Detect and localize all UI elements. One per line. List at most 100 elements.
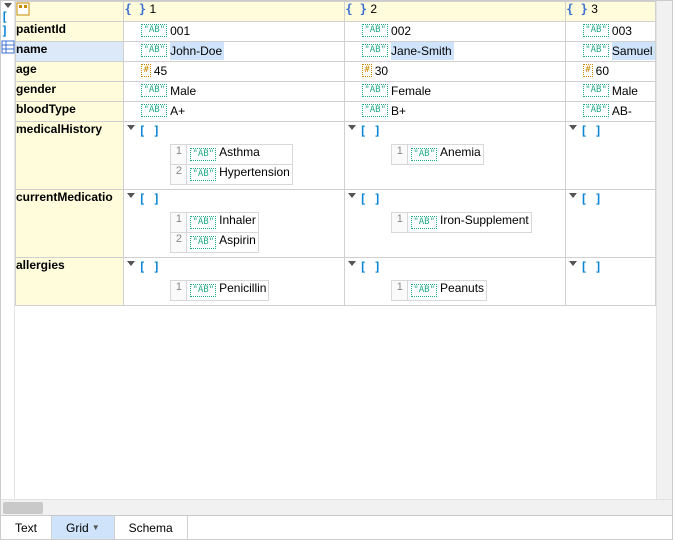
- array-item[interactable]: "AB"Asthma: [187, 145, 292, 165]
- collapse-icon[interactable]: [345, 258, 359, 266]
- array-index[interactable]: 2: [171, 165, 187, 185]
- type-string-icon: "AB": [362, 104, 388, 117]
- nested-array: 1"AB"Peanuts: [391, 280, 487, 301]
- collapse-icon[interactable]: [566, 190, 580, 198]
- cell-allergies-3[interactable]: [ ]: [566, 258, 656, 306]
- scroll-thumb[interactable]: [3, 502, 43, 514]
- cell-name-1[interactable]: "AB"John-Doe: [124, 42, 345, 62]
- value-text: Male: [170, 82, 198, 100]
- view-tabs: Text Grid ▼ Schema: [1, 515, 672, 539]
- horizontal-scrollbar[interactable]: [1, 499, 672, 515]
- property-name[interactable]: name: [16, 42, 124, 62]
- value-text: AB-: [612, 102, 634, 120]
- array-index[interactable]: 1: [171, 213, 187, 233]
- array-item[interactable]: "AB"Aspirin: [187, 233, 258, 253]
- cell-medicalHistory-2[interactable]: [ ]1"AB"Anemia: [345, 122, 566, 190]
- array-item[interactable]: "AB"Iron-Supplement: [408, 213, 531, 233]
- property-gender[interactable]: gender: [16, 82, 124, 102]
- column-header-2[interactable]: { } 2: [345, 2, 566, 22]
- value-text: 45: [154, 62, 169, 80]
- cell-gender-1[interactable]: "AB"Male: [124, 82, 345, 102]
- type-string-icon: "AB": [190, 148, 216, 161]
- property-allergies[interactable]: allergies: [16, 258, 124, 306]
- collapse-icon[interactable]: [345, 190, 359, 198]
- cell-medicalHistory-3[interactable]: [ ]: [566, 122, 656, 190]
- cell-medicalHistory-1[interactable]: [ ]1"AB"Asthma2"AB"Hypertension: [124, 122, 345, 190]
- array-item[interactable]: "AB"Hypertension: [187, 165, 292, 185]
- array-index[interactable]: 1: [171, 145, 187, 165]
- cell-allergies-2[interactable]: [ ]1"AB"Peanuts: [345, 258, 566, 306]
- cell-age-3[interactable]: #60: [566, 62, 656, 82]
- value-text: A+: [170, 102, 187, 120]
- array-index[interactable]: 1: [392, 281, 408, 301]
- array-icon: [ ]: [359, 192, 381, 206]
- dropdown-icon[interactable]: ▼: [92, 523, 100, 532]
- array-icon: [ ]: [138, 260, 160, 274]
- array-index[interactable]: 1: [171, 281, 187, 301]
- type-string-icon: "AB": [141, 24, 167, 37]
- array-index[interactable]: 2: [171, 233, 187, 253]
- type-string-icon: "AB": [362, 24, 388, 37]
- cell-currentMedications-3[interactable]: [ ]: [566, 190, 656, 258]
- array-value: Iron-Supplement: [440, 211, 531, 229]
- collapse-icon[interactable]: [124, 190, 138, 198]
- array-icon: [ ]: [138, 192, 160, 206]
- tab-schema[interactable]: Schema: [115, 516, 188, 539]
- cell-bloodType-3[interactable]: "AB"AB-: [566, 102, 656, 122]
- array-value: Hypertension: [219, 163, 292, 181]
- cell-name-3[interactable]: "AB"Samuel: [566, 42, 656, 62]
- collapse-icon[interactable]: [124, 122, 138, 130]
- cell-age-1[interactable]: #45: [124, 62, 345, 82]
- tab-text[interactable]: Text: [1, 516, 52, 539]
- collapse-icon[interactable]: [124, 258, 138, 266]
- array-index[interactable]: 1: [392, 145, 408, 165]
- collapse-icon[interactable]: [566, 258, 580, 266]
- type-number-icon: #: [362, 64, 371, 77]
- value-text: 001: [170, 22, 192, 40]
- array-item[interactable]: "AB"Peanuts: [408, 281, 487, 301]
- grid-icon[interactable]: [1, 40, 15, 54]
- cell-name-2[interactable]: "AB"Jane-Smith: [345, 42, 566, 62]
- property-patientId[interactable]: patientId: [16, 22, 124, 42]
- cell-bloodType-1[interactable]: "AB"A+: [124, 102, 345, 122]
- corner-cell[interactable]: [16, 2, 124, 22]
- vertical-scrollbar[interactable]: [656, 1, 672, 499]
- type-string-icon: "AB": [583, 84, 609, 97]
- property-currentMedications[interactable]: currentMedicatio: [16, 190, 124, 258]
- array-item[interactable]: "AB"Penicillin: [187, 281, 269, 301]
- nested-array: 1"AB"Asthma2"AB"Hypertension: [170, 144, 292, 185]
- array-item[interactable]: "AB"Anemia: [408, 145, 483, 165]
- cell-gender-2[interactable]: "AB"Female: [345, 82, 566, 102]
- cell-currentMedications-2[interactable]: [ ] 1"AB"Iron-Supplement: [345, 190, 566, 258]
- cell-age-2[interactable]: #30: [345, 62, 566, 82]
- object-braces-icon: { }: [345, 2, 367, 16]
- cell-patientId-3[interactable]: "AB"003: [566, 22, 656, 42]
- array-icon: [ ]: [580, 124, 602, 138]
- object-icon: [16, 2, 30, 16]
- type-string-icon: "AB": [190, 168, 216, 181]
- array-item[interactable]: "AB"Inhaler: [187, 213, 258, 233]
- value-text: 003: [612, 22, 634, 40]
- nested-array: 1"AB"Iron-Supplement: [391, 212, 531, 233]
- cell-currentMedications-1[interactable]: [ ] 1"AB"Inhaler2"AB"Aspirin: [124, 190, 345, 258]
- collapse-icon[interactable]: [566, 122, 580, 130]
- value-text: 60: [596, 62, 611, 80]
- cell-allergies-1[interactable]: [ ] 1"AB"Penicillin: [124, 258, 345, 306]
- array-index[interactable]: 1: [392, 213, 408, 233]
- data-grid: { } 1{ } 2{ } 3patientId"AB"001"AB"002"A…: [15, 1, 656, 306]
- cell-bloodType-2[interactable]: "AB"B+: [345, 102, 566, 122]
- cell-gender-3[interactable]: "AB"Male: [566, 82, 656, 102]
- collapse-root-icon[interactable]: [4, 3, 12, 8]
- column-header-1[interactable]: { } 1: [124, 2, 345, 22]
- tab-grid[interactable]: Grid ▼: [52, 516, 115, 539]
- property-bloodType[interactable]: bloodType: [16, 102, 124, 122]
- json-grid-editor: [ ] { } 1{ } 2{ } 3patientId"AB"001"AB"0…: [0, 0, 673, 540]
- cell-patientId-1[interactable]: "AB"001: [124, 22, 345, 42]
- column-header-3[interactable]: { } 3: [566, 2, 656, 22]
- property-age[interactable]: age: [16, 62, 124, 82]
- array-value: Penicillin: [219, 279, 268, 297]
- collapse-icon[interactable]: [345, 122, 359, 130]
- cell-patientId-2[interactable]: "AB"002: [345, 22, 566, 42]
- property-medicalHistory[interactable]: medicalHistory: [16, 122, 124, 190]
- grid-content[interactable]: { } 1{ } 2{ } 3patientId"AB"001"AB"002"A…: [15, 1, 656, 499]
